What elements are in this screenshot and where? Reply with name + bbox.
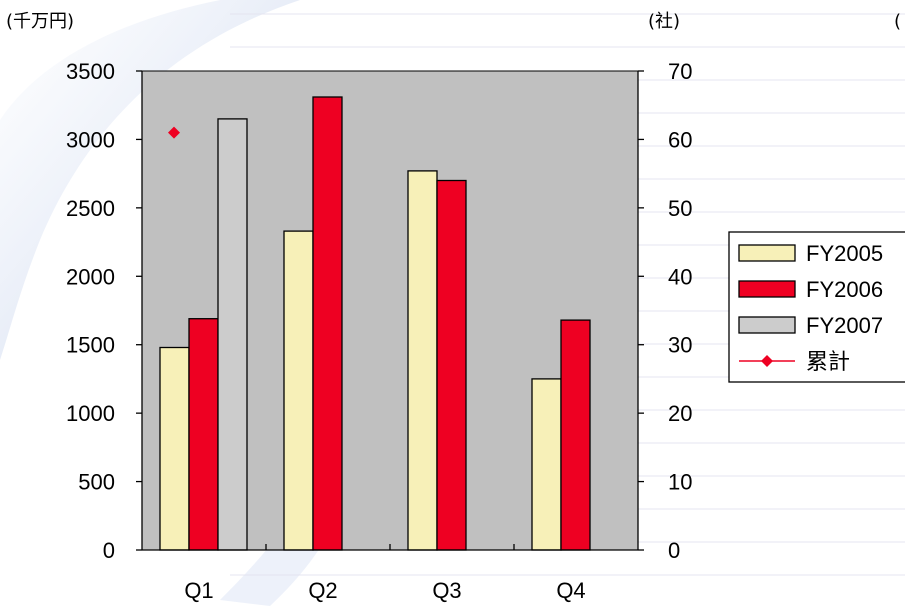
x-tick-label: Q3 <box>432 578 461 603</box>
x-tick-label: Q4 <box>556 578 585 603</box>
left-tick-label: 1000 <box>66 401 115 426</box>
legend-swatch-fy2006 <box>738 280 796 298</box>
legend-marker-cumulative <box>761 355 773 367</box>
bar-fy2005-q3 <box>407 170 438 551</box>
legend-label-fy2005: FY2005 <box>806 241 883 266</box>
right-tick-label: 40 <box>668 264 692 289</box>
left-tick-label: 1500 <box>66 333 115 358</box>
left-tick-label: 2000 <box>66 264 115 289</box>
legend: FY2005 FY2006 FY2007 累計 <box>728 231 905 383</box>
clipped-unit-label: ( <box>894 11 901 32</box>
right-axis-unit-label: (社) <box>648 11 680 32</box>
right-tick-label: 60 <box>668 127 692 152</box>
line-markers-group <box>168 126 180 139</box>
legend-swatch-fy2007 <box>738 316 796 334</box>
left-tick-label: 2500 <box>66 196 115 221</box>
legend-label-fy2006: FY2006 <box>806 277 883 302</box>
legend-label-fy2007: FY2007 <box>806 313 883 338</box>
bar-fy2006-q3 <box>436 179 467 551</box>
right-tick-label: 30 <box>668 333 692 358</box>
bar-fy2006-q4 <box>560 319 591 551</box>
marker-cumulative-q1 <box>168 126 180 139</box>
right-tick-label: 10 <box>668 470 692 495</box>
left-tick-label: 3500 <box>66 59 115 84</box>
bars-group <box>159 96 591 551</box>
bar-fy2005-q1 <box>159 346 190 551</box>
right-tick-label: 0 <box>668 538 680 563</box>
bar-fy2007-q1 <box>217 118 248 551</box>
bar-fy2006-q2 <box>312 96 343 551</box>
x-tick-label: Q2 <box>308 578 337 603</box>
right-tick-label: 50 <box>668 196 692 221</box>
bar-fy2005-q4 <box>531 378 562 551</box>
legend-label-cumulative: 累計 <box>806 349 850 374</box>
axes-group: 0 500 1000 1500 2000 2500 3000 3500 0 10 20 30 40 50 6… <box>6 11 901 603</box>
left-axis-unit-label: (千万円) <box>6 11 74 32</box>
right-tick-label: 20 <box>668 401 692 426</box>
left-tick-label: 0 <box>103 538 115 563</box>
x-tick-label: Q1 <box>184 578 213 603</box>
bar-fy2005-q2 <box>283 230 314 551</box>
left-tick-label: 500 <box>78 470 115 495</box>
legend-swatch-fy2005 <box>738 244 796 262</box>
left-tick-label: 3000 <box>66 127 115 152</box>
right-tick-label: 70 <box>668 59 692 84</box>
bar-fy2006-q1 <box>188 318 219 551</box>
